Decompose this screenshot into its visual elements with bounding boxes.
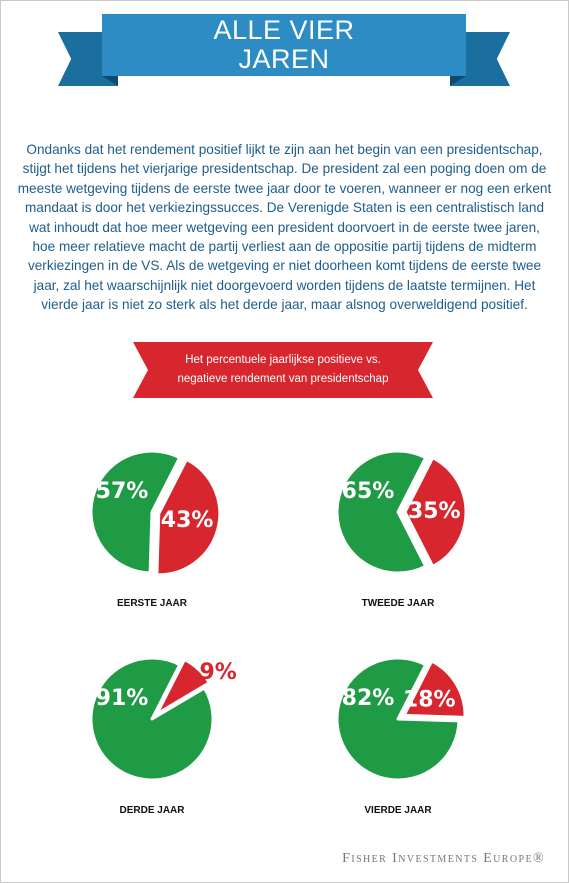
ribbon-line-1: Het percentuele jaarlijkse positieve vs. — [185, 354, 381, 366]
pie-slice-negative — [403, 456, 468, 568]
pie-slice-positive — [89, 449, 182, 575]
title-banner: ALLE VIER JAREN — [58, 12, 510, 98]
banner-fold-right — [450, 76, 466, 86]
pie-label-positive: 91% — [96, 686, 149, 711]
pie-slice-negative — [155, 457, 222, 577]
footer-brand: Fisher Investments Europe® — [342, 851, 545, 866]
pie-label-negative: 43% — [161, 508, 214, 533]
pie-label-positive: 65% — [342, 479, 395, 504]
chart-heading-ribbon: Het percentuele jaarlijkse positieve vs.… — [133, 342, 433, 398]
pie-caption: EERSTE JAAR — [117, 598, 188, 609]
pie-slice-negative — [155, 658, 211, 716]
banner-main: ALLE VIER JAREN — [102, 14, 466, 76]
pie-caption: VIERDE JAAR — [364, 805, 432, 816]
ribbon-line-2: negatieve rendement van presidentschap — [177, 373, 389, 385]
pie-slice-negative — [402, 659, 467, 719]
pie-slice-positive — [335, 449, 428, 575]
pie-slice-positive — [89, 656, 215, 782]
pie-slice-positive — [335, 656, 461, 782]
pie-caption: TWEEDE JAAR — [362, 598, 436, 609]
pie-label-negative: 18% — [403, 688, 456, 713]
pie-label-positive: 82% — [342, 686, 395, 711]
banner-fold-left — [102, 76, 118, 86]
intro-paragraph: Ondanks dat het rendement positief lijkt… — [17, 142, 552, 313]
pie-charts: 57% 43% EERSTE JAAR 65% 35% TWEEDE JAAR 91% 9% D… — [89, 449, 468, 816]
pie-label-negative: 35% — [408, 499, 461, 524]
pie-caption: DERDE JAAR — [119, 805, 185, 816]
page-title-line-2: JAREN — [238, 44, 330, 74]
pie-label-positive: 57% — [96, 479, 149, 504]
pie-label-negative: 9% — [199, 660, 236, 685]
page-title-line-1: ALLE VIER — [213, 15, 355, 45]
